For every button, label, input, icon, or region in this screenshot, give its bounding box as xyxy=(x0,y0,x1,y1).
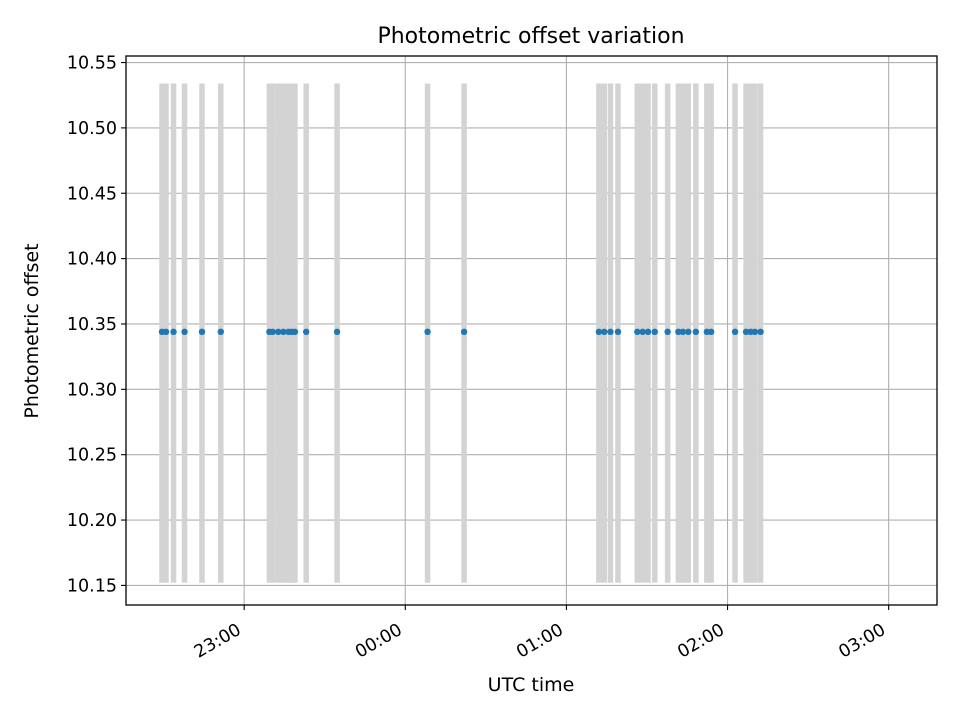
data-point xyxy=(634,328,641,336)
data-point xyxy=(170,328,177,336)
y-tick-label: 10.30 xyxy=(67,380,117,400)
x-tick-label: 02:00 xyxy=(674,620,728,663)
y-tick-label: 10.20 xyxy=(67,511,117,531)
data-point xyxy=(595,328,603,336)
x-tick-label: 23:00 xyxy=(191,620,245,663)
data-point xyxy=(751,328,759,336)
y-tick-label: 10.45 xyxy=(67,184,117,204)
data-point xyxy=(679,328,687,336)
data-point xyxy=(644,328,652,336)
x-tick-label: 03:00 xyxy=(835,620,889,663)
y-tick-label: 10.55 xyxy=(67,54,117,74)
y-tick-label: 10.50 xyxy=(67,119,117,139)
data-point xyxy=(692,328,700,336)
tick-layer: 10.15 10.20 10.25 10.30 10.35 10.40 10.45 10.50… xyxy=(67,54,890,663)
data-point xyxy=(198,328,206,336)
y-tick-label: 10.15 xyxy=(67,576,117,596)
y-axis-label: Photometric offset xyxy=(21,243,43,418)
data-point xyxy=(675,328,682,336)
data-point xyxy=(275,328,282,336)
y-tick-label: 10.35 xyxy=(67,315,117,335)
x-tick-label: 01:00 xyxy=(513,620,567,663)
data-point xyxy=(707,328,715,336)
x-tick-label: 00:00 xyxy=(352,620,406,663)
data-point xyxy=(460,328,468,336)
y-tick-label: 10.40 xyxy=(67,250,117,270)
chart-title: Photometric offset variation xyxy=(377,24,684,49)
data-point xyxy=(280,328,287,336)
data-point xyxy=(601,328,608,336)
point-layer xyxy=(158,328,764,336)
data-point xyxy=(333,328,341,336)
data-point xyxy=(269,328,276,336)
data-point xyxy=(742,328,750,336)
x-axis-label: UTC time xyxy=(488,674,575,696)
data-point xyxy=(607,328,614,336)
data-point xyxy=(651,328,658,336)
data-point xyxy=(664,328,671,336)
data-point xyxy=(181,328,188,336)
data-point xyxy=(685,328,692,336)
data-point xyxy=(291,328,299,336)
data-point xyxy=(162,328,170,336)
plot-frame xyxy=(125,55,938,606)
y-tick-label: 10.25 xyxy=(67,446,117,466)
data-point xyxy=(614,328,622,336)
data-point xyxy=(757,328,764,336)
grid-layer xyxy=(126,56,937,605)
data-point xyxy=(302,328,310,336)
data-point xyxy=(731,328,739,336)
data-point xyxy=(639,328,646,336)
data-point xyxy=(424,328,431,336)
data-point xyxy=(217,328,224,336)
